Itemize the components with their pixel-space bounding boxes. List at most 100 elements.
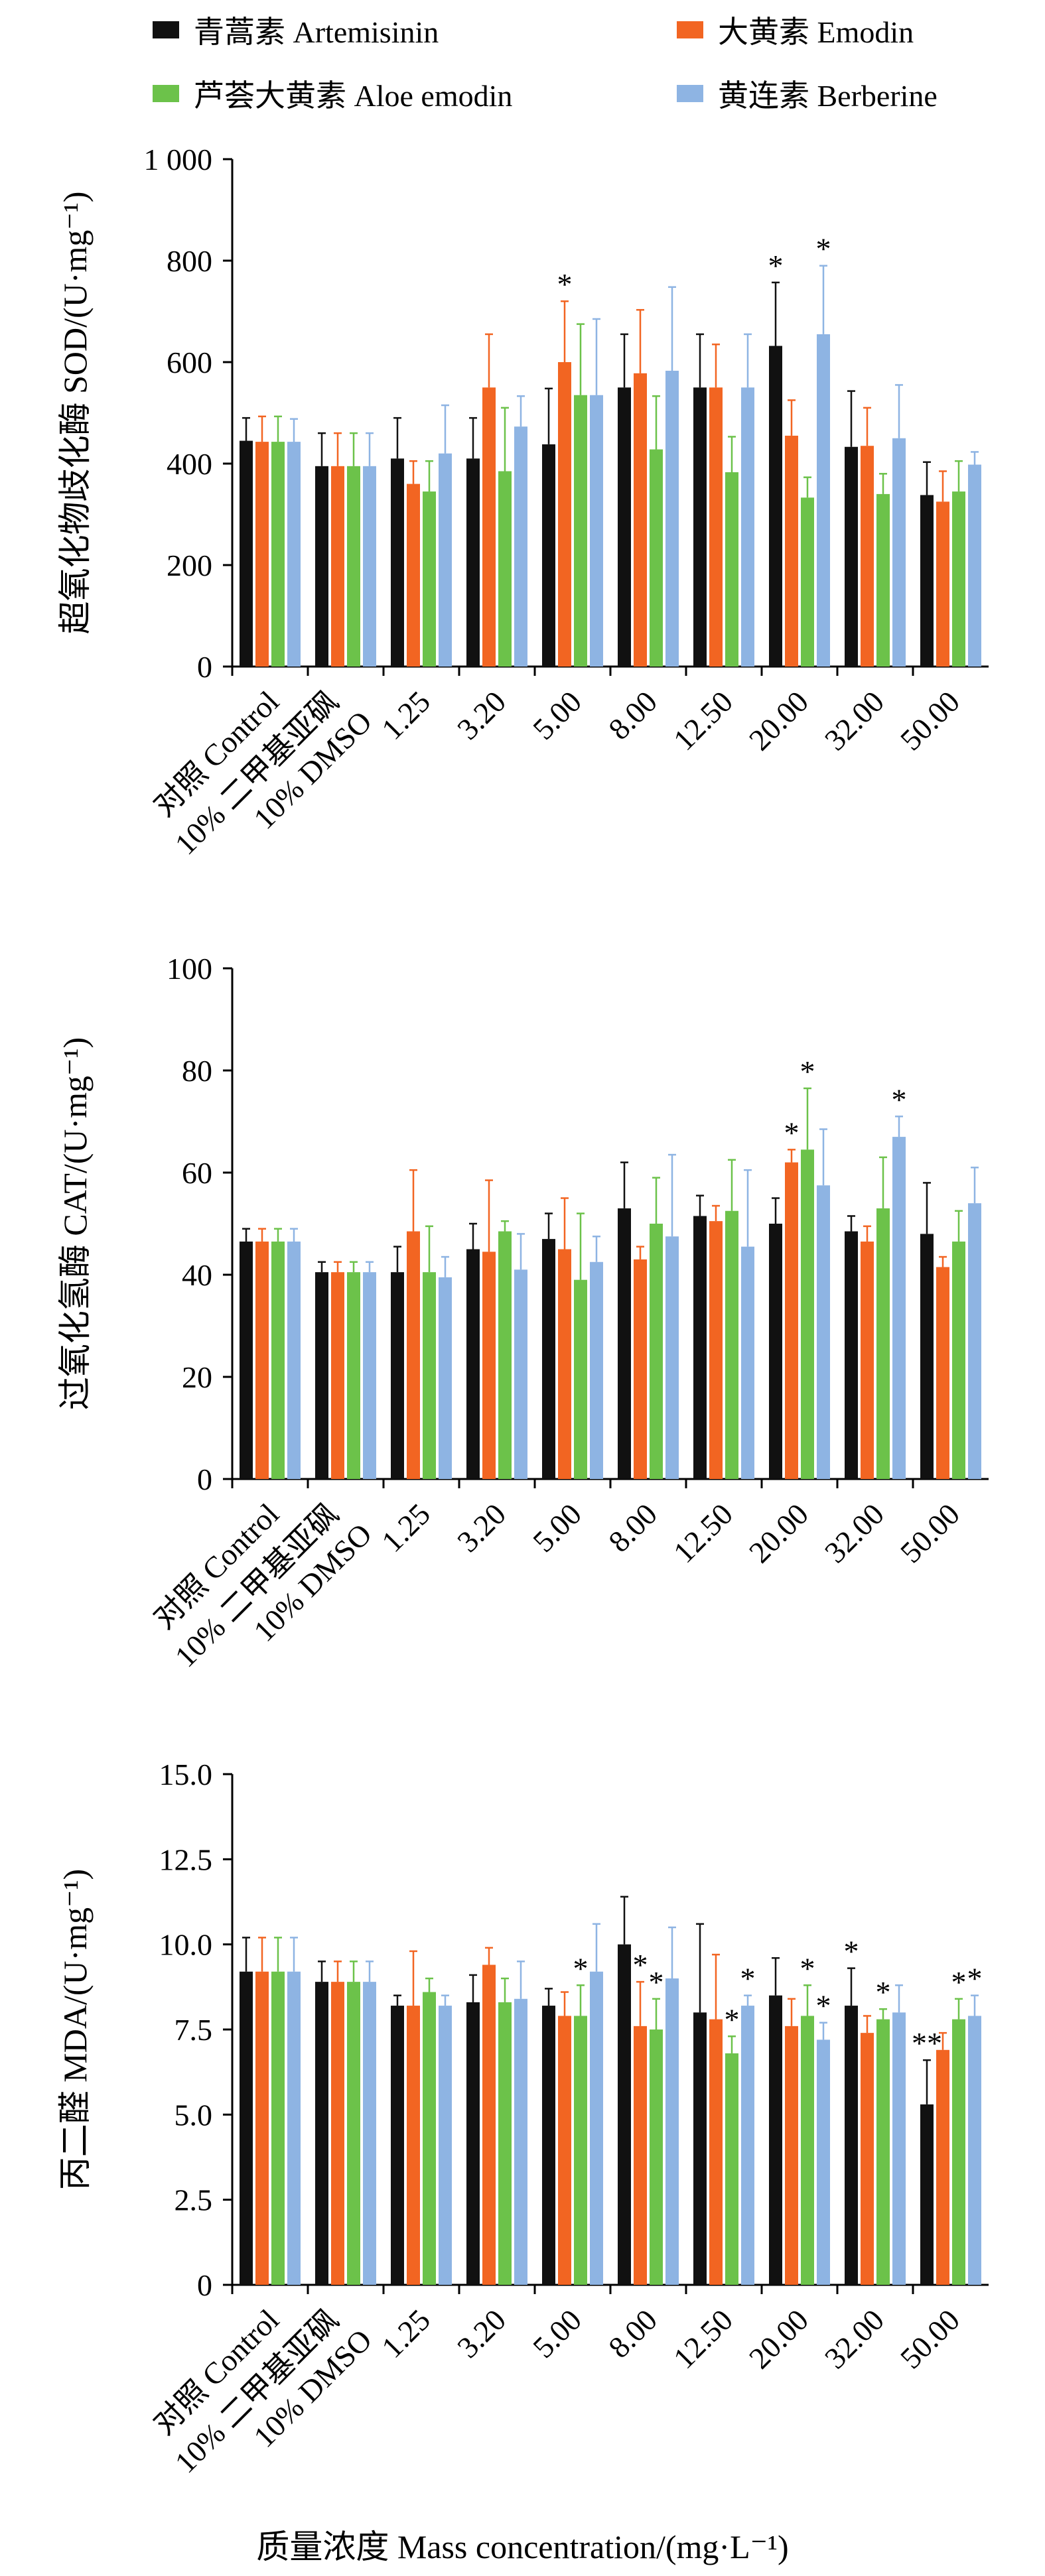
- legend-label: 青蒿素 Artemisinin: [194, 15, 439, 49]
- bar: [558, 362, 571, 667]
- significance-star: *: [876, 1975, 891, 2009]
- bar: [618, 1208, 631, 1479]
- bar: [558, 1249, 571, 1479]
- bar: [741, 387, 754, 667]
- bar: [952, 1241, 965, 1479]
- y-tick-label: 40: [182, 1258, 212, 1292]
- bar: [439, 1277, 452, 1479]
- bar: [466, 1249, 480, 1479]
- bar: [665, 1236, 679, 1479]
- y-axis-title: 丙二醛 MDA/(U·mg⁻¹): [56, 1869, 94, 2190]
- significance-star: *: [557, 267, 573, 301]
- x-tick-label: 12.50: [667, 1497, 739, 1569]
- y-tick-label: 0: [197, 1462, 212, 1496]
- bar: [423, 491, 436, 667]
- x-tick-label: 12.50: [667, 684, 739, 757]
- y-axis-title: 过氧化氢酶 CAT/(U·mg⁻¹): [56, 1037, 94, 1410]
- bar: [287, 1241, 301, 1479]
- bar: [769, 1995, 782, 2285]
- significance-star: *: [816, 1989, 831, 2023]
- y-tick-label: 2.5: [174, 2183, 213, 2217]
- bar: [968, 1203, 981, 1479]
- bar: [892, 2012, 906, 2285]
- bar: [439, 453, 452, 667]
- bar: [785, 1162, 798, 1479]
- bar: [769, 346, 782, 667]
- bar: [785, 435, 798, 667]
- bar: [817, 1185, 830, 1479]
- bar: [693, 1216, 707, 1479]
- bar: [968, 464, 981, 667]
- y-tick-label: 600: [167, 346, 212, 379]
- legend-item-berberine: 黄连素 Berberine: [677, 72, 938, 115]
- bar: [861, 1241, 874, 1479]
- x-tick-label: 3.20: [451, 1497, 512, 1559]
- significance-star: *: [951, 1965, 967, 1999]
- bar: [709, 387, 723, 667]
- significance-star: *: [768, 249, 784, 283]
- bar: [347, 466, 360, 667]
- bar: [574, 1279, 587, 1479]
- bar: [271, 1241, 285, 1479]
- x-tick-label: 5.00: [526, 2303, 588, 2364]
- bar: [315, 1272, 328, 1479]
- bar: [817, 334, 830, 667]
- bar: [407, 2006, 420, 2285]
- bar: [876, 1208, 890, 1479]
- x-tick-label: 20.00: [742, 684, 815, 757]
- significance-star: *: [800, 1055, 815, 1088]
- bar: [466, 2002, 480, 2285]
- bar: [861, 2033, 874, 2285]
- bar: [498, 2002, 512, 2285]
- legend-item-artemisinin: 青蒿素 Artemisinin: [153, 8, 439, 52]
- bar: [542, 2006, 555, 2285]
- bar: [482, 1252, 496, 1479]
- bar: [968, 2016, 981, 2285]
- bar: [482, 387, 496, 667]
- y-tick-label: 5.0: [174, 2098, 213, 2132]
- significance-star: *: [892, 1082, 907, 1116]
- y-tick-label: 100: [167, 952, 212, 986]
- bar: [665, 371, 679, 667]
- y-tick-label: 10.0: [159, 1928, 213, 1962]
- bar: [331, 1982, 344, 2285]
- x-tick-label: 32.00: [818, 2303, 890, 2375]
- bar: [693, 2012, 707, 2285]
- bar: [271, 442, 285, 667]
- significance-star: *: [573, 1951, 589, 1985]
- bar: [391, 458, 404, 667]
- bar: [255, 1241, 269, 1479]
- x-tick-label: 32.00: [818, 1497, 890, 1569]
- legend-label: 大黄素 Emodin: [718, 15, 914, 49]
- bar: [363, 1982, 376, 2285]
- bar: [650, 2029, 663, 2285]
- bar: [255, 1971, 269, 2285]
- bar: [920, 2104, 934, 2285]
- bar: [769, 1224, 782, 1479]
- y-tick-label: 1 000: [144, 143, 213, 176]
- bar: [574, 2016, 587, 2285]
- bar: [650, 449, 663, 667]
- bar: [423, 1992, 436, 2285]
- bar: [331, 466, 344, 667]
- bar: [574, 395, 587, 667]
- legend: 青蒿素 Artemisinin 大黄素 Emodin 芦荟大黄素 Aloe em…: [0, 0, 1045, 126]
- legend-item-aloe-emodin: 芦荟大黄素 Aloe emodin: [153, 72, 512, 115]
- x-tick-label: 1.25: [375, 684, 437, 746]
- x-tick-label: 20.00: [742, 2303, 815, 2375]
- y-tick-label: 12.5: [159, 1842, 213, 1876]
- bar: [693, 387, 707, 667]
- bar: [634, 2026, 647, 2285]
- x-tick-label: 8.00: [602, 1497, 663, 1559]
- bar: [514, 1269, 527, 1479]
- bar: [920, 1234, 934, 1479]
- bar: [801, 1149, 814, 1479]
- x-tick-label: 1.25: [375, 2303, 437, 2364]
- bar: [423, 1272, 436, 1479]
- bar: [590, 1971, 603, 2285]
- bar: [439, 2006, 452, 2285]
- bar: [542, 1239, 555, 1479]
- bar: [514, 426, 527, 667]
